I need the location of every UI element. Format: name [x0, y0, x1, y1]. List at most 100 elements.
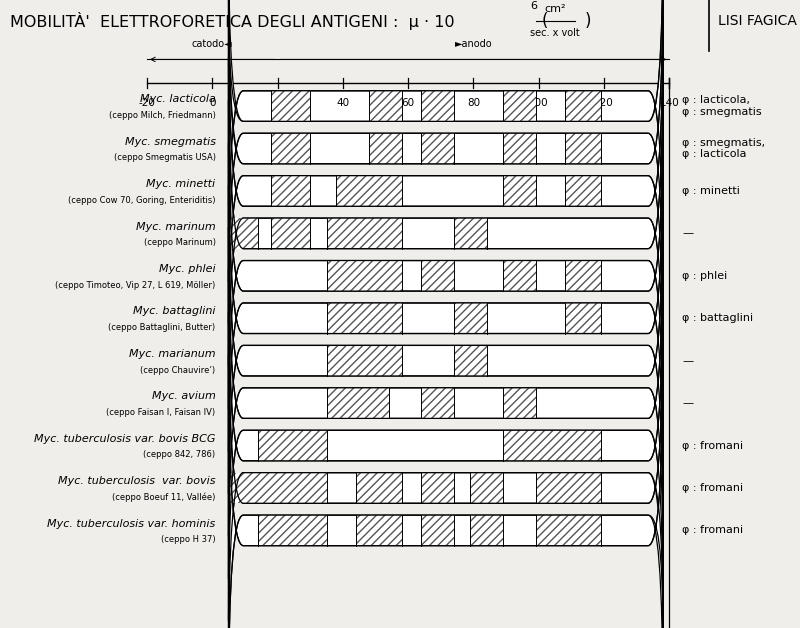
Bar: [422, 133, 454, 164]
Bar: [326, 345, 402, 376]
Bar: [422, 91, 454, 121]
Bar: [470, 515, 503, 546]
Text: (ceppo Timoteo, Vip 27, L 619, Möller): (ceppo Timoteo, Vip 27, L 619, Möller): [55, 281, 215, 290]
FancyBboxPatch shape: [229, 185, 663, 536]
Text: ): ): [585, 12, 591, 30]
Text: cm²: cm²: [544, 4, 566, 14]
FancyBboxPatch shape: [229, 0, 663, 324]
Text: 0: 0: [209, 97, 215, 107]
Bar: [369, 133, 402, 164]
FancyBboxPatch shape: [229, 312, 663, 628]
Text: (: (: [542, 12, 549, 30]
FancyBboxPatch shape: [229, 227, 663, 579]
Text: Myc. battaglini: Myc. battaglini: [133, 306, 215, 317]
Bar: [565, 176, 601, 206]
Text: —: —: [682, 398, 694, 408]
Text: φ : battaglini: φ : battaglini: [682, 313, 754, 323]
Text: 140: 140: [659, 97, 679, 107]
Bar: [271, 218, 310, 249]
FancyBboxPatch shape: [229, 58, 663, 409]
Text: catodo◄: catodo◄: [192, 39, 233, 49]
Bar: [565, 261, 601, 291]
Bar: [422, 388, 454, 418]
Bar: [271, 91, 310, 121]
Text: —: —: [682, 229, 694, 239]
Text: (ceppo Cow 70, Goring, Enteriditis): (ceppo Cow 70, Goring, Enteriditis): [68, 196, 215, 205]
Text: sec. x volt: sec. x volt: [530, 28, 580, 38]
Text: Myc. minetti: Myc. minetti: [146, 179, 215, 189]
Text: —: —: [682, 355, 694, 365]
Text: (ceppo H 37): (ceppo H 37): [161, 535, 215, 544]
Bar: [422, 473, 454, 503]
Bar: [503, 388, 535, 418]
FancyBboxPatch shape: [229, 143, 663, 494]
Bar: [326, 218, 402, 249]
Text: (ceppo Boeuf 11, Vallée): (ceppo Boeuf 11, Vallée): [112, 492, 215, 502]
Text: Myc. tuberculosis  var. bovis: Myc. tuberculosis var. bovis: [58, 476, 215, 486]
Text: (ceppo Smegmatis USA): (ceppo Smegmatis USA): [114, 153, 215, 163]
Text: MOBILITÀ'  ELETTROFORETICA DEGLI ANTIGENI :  μ · 10: MOBILITÀ' ELETTROFORETICA DEGLI ANTIGENI…: [10, 12, 454, 30]
Text: 40: 40: [336, 97, 350, 107]
Bar: [422, 515, 454, 546]
Bar: [503, 176, 535, 206]
Bar: [271, 176, 310, 206]
Bar: [326, 388, 389, 418]
Bar: [258, 515, 326, 546]
Text: Myc. marianum: Myc. marianum: [129, 349, 215, 359]
Bar: [258, 430, 326, 461]
Bar: [369, 91, 402, 121]
Text: φ : fromani: φ : fromani: [682, 526, 743, 536]
Bar: [503, 261, 535, 291]
Bar: [565, 133, 601, 164]
Text: φ : fromani: φ : fromani: [682, 440, 743, 450]
Text: φ : smegmatis,
φ : lacticola: φ : smegmatis, φ : lacticola: [682, 138, 766, 160]
Text: LISI FAGICA: LISI FAGICA: [718, 14, 798, 28]
FancyBboxPatch shape: [229, 100, 663, 452]
Text: Myc. avium: Myc. avium: [152, 391, 215, 401]
Bar: [422, 261, 454, 291]
FancyBboxPatch shape: [229, 270, 663, 621]
Bar: [229, 473, 326, 503]
Text: (ceppo Battaglini, Butter): (ceppo Battaglini, Butter): [108, 323, 215, 332]
Bar: [326, 261, 402, 291]
FancyBboxPatch shape: [229, 15, 663, 367]
FancyBboxPatch shape: [229, 355, 663, 628]
Bar: [271, 133, 310, 164]
Bar: [470, 473, 503, 503]
Bar: [326, 303, 402, 333]
Text: φ : minetti: φ : minetti: [682, 186, 740, 196]
Bar: [454, 218, 486, 249]
Text: φ : fromani: φ : fromani: [682, 483, 743, 493]
Bar: [454, 345, 486, 376]
Bar: [535, 473, 601, 503]
Text: φ : phlei: φ : phlei: [682, 271, 728, 281]
FancyBboxPatch shape: [229, 0, 663, 282]
Bar: [454, 303, 486, 333]
Bar: [503, 91, 535, 121]
Text: 6: 6: [530, 1, 538, 11]
Text: Myc. tuberculosis var. bovis BCG: Myc. tuberculosis var. bovis BCG: [34, 434, 215, 444]
Text: 60: 60: [402, 97, 414, 107]
Text: Myc. phlei: Myc. phlei: [159, 264, 215, 274]
Text: φ : lacticola,
φ : smegmatis: φ : lacticola, φ : smegmatis: [682, 95, 762, 117]
Text: ►anodo: ►anodo: [454, 39, 492, 49]
Text: (ceppo Chauvire’): (ceppo Chauvire’): [140, 365, 215, 374]
Text: Myc. smegmatis: Myc. smegmatis: [125, 137, 215, 147]
Text: Myc. tuberculosis var. hominis: Myc. tuberculosis var. hominis: [47, 519, 215, 529]
Text: 120: 120: [594, 97, 614, 107]
Text: Myc. lacticola: Myc. lacticola: [140, 94, 215, 104]
Bar: [503, 430, 601, 461]
Bar: [503, 133, 535, 164]
Bar: [565, 91, 601, 121]
Text: (ceppo Milch, Friedmann): (ceppo Milch, Friedmann): [109, 111, 215, 120]
Bar: [565, 303, 601, 333]
Text: (ceppo 842, 786): (ceppo 842, 786): [143, 450, 215, 459]
Text: -20: -20: [138, 97, 155, 107]
Text: 100: 100: [529, 97, 549, 107]
Text: 20: 20: [271, 97, 284, 107]
Bar: [336, 176, 402, 206]
Bar: [535, 515, 601, 546]
Bar: [229, 218, 258, 249]
Text: (ceppo Faisan I, Faisan IV): (ceppo Faisan I, Faisan IV): [106, 408, 215, 417]
Bar: [356, 473, 402, 503]
